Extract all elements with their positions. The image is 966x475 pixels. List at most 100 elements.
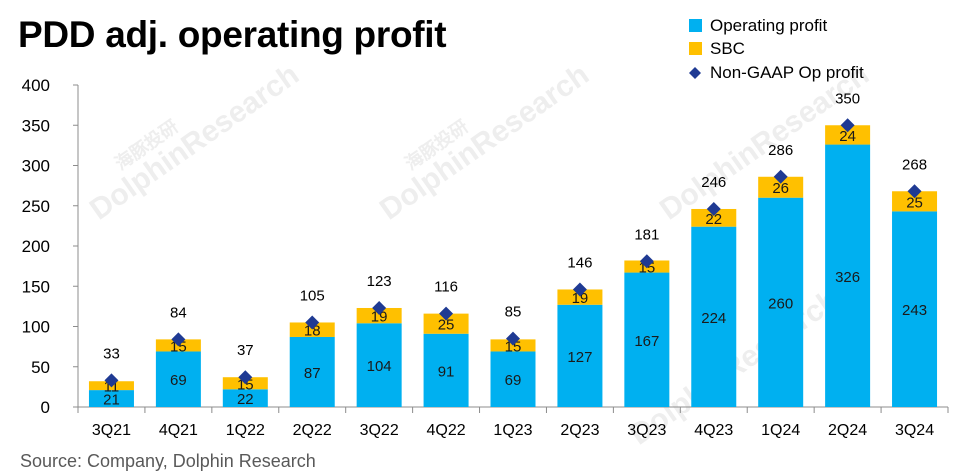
x-tick-label: 2Q24 — [828, 422, 867, 439]
bar-operating-profit — [356, 323, 402, 407]
source-note: Source: Company, Dolphin Research — [20, 451, 316, 471]
legend-label-non-gaap: Non-GAAP Op profit — [710, 63, 864, 82]
label-sbc: 25 — [438, 317, 455, 334]
watermark-brand: DolphinResearch — [84, 58, 305, 227]
x-tick-label: 3Q21 — [92, 422, 131, 439]
label-non-gaap: 286 — [768, 142, 793, 159]
x-tick-label: 4Q21 — [159, 422, 198, 439]
label-sbc: 26 — [772, 180, 789, 197]
y-tick-label: 250 — [22, 197, 50, 216]
label-non-gaap: 84 — [170, 304, 187, 321]
label-non-gaap: 350 — [835, 90, 860, 107]
bar-series — [88, 125, 938, 407]
x-tick-label: 4Q23 — [694, 422, 733, 439]
marker-non-gaap — [171, 332, 186, 347]
label-sbc: 22 — [705, 211, 722, 228]
label-operating-profit: 69 — [505, 372, 522, 389]
label-sbc: 19 — [572, 290, 589, 307]
marker-non-gaap — [907, 184, 922, 199]
label-operating-profit: 224 — [701, 310, 726, 327]
marker-series: 33 84 37 105 123 116 85 146 181 246 286 350 268 — [103, 90, 927, 388]
bar-operating-profit — [825, 144, 871, 407]
label-non-gaap: 85 — [505, 304, 522, 321]
label-operating-profit: 243 — [902, 302, 927, 319]
x-tick-label: 3Q23 — [627, 422, 666, 439]
label-sbc: 19 — [371, 309, 388, 326]
marker-non-gaap — [104, 373, 119, 388]
bar-sbc — [423, 313, 469, 334]
marker-non-gaap — [639, 254, 654, 269]
marker-non-gaap — [305, 315, 320, 330]
label-operating-profit: 91 — [438, 363, 455, 380]
y-axis: 0 50 100 150 200 250 300 350 400 — [22, 76, 79, 417]
x-tick-label: 2Q22 — [293, 422, 332, 439]
label-non-gaap: 123 — [367, 273, 392, 290]
label-non-gaap: 116 — [434, 279, 458, 296]
watermark-footer: LONGPORT — [847, 449, 944, 450]
bar-operating-profit — [222, 389, 268, 407]
bar-sbc — [356, 307, 402, 324]
label-operating-profit: 104 — [367, 358, 392, 375]
bar-operating-profit — [758, 197, 804, 407]
y-tick-label: 300 — [22, 157, 50, 176]
data-labels: 2111691522158718104199125691512719167152… — [103, 128, 927, 409]
bar-operating-profit — [289, 336, 335, 407]
legend-swatch-sbc — [689, 42, 702, 55]
label-non-gaap: 37 — [237, 342, 254, 359]
x-tick-label: 1Q22 — [226, 422, 265, 439]
label-operating-profit: 69 — [170, 372, 187, 389]
label-sbc: 15 — [237, 376, 254, 393]
y-tick-label: 350 — [22, 116, 50, 135]
y-tick-label: 100 — [22, 318, 50, 337]
bar-operating-profit — [691, 226, 737, 407]
label-non-gaap: 105 — [300, 287, 325, 304]
bar-operating-profit — [423, 333, 469, 407]
label-sbc: 15 — [170, 338, 187, 355]
bar-operating-profit — [892, 211, 938, 407]
bar-operating-profit — [155, 351, 201, 407]
legend-label-operating-profit: Operating profit — [710, 16, 827, 35]
label-sbc: 15 — [505, 338, 522, 355]
y-tick-label: 50 — [31, 358, 50, 377]
bar-sbc — [691, 208, 737, 227]
bar-operating-profit — [88, 390, 134, 407]
label-non-gaap: 246 — [701, 174, 726, 191]
marker-non-gaap — [238, 370, 253, 385]
label-operating-profit: 21 — [103, 392, 120, 409]
label-non-gaap: 268 — [902, 156, 927, 173]
marker-non-gaap — [840, 118, 855, 133]
x-tick-label: 1Q24 — [761, 422, 800, 439]
watermark-brand: DolphinResearch — [374, 58, 595, 227]
y-tick-label: 150 — [22, 277, 50, 296]
label-sbc: 18 — [304, 323, 321, 340]
x-tick-label: 1Q23 — [493, 422, 532, 439]
label-operating-profit: 167 — [634, 333, 659, 350]
label-operating-profit: 326 — [835, 269, 860, 286]
marker-non-gaap — [706, 201, 721, 216]
label-sbc: 25 — [906, 194, 923, 211]
marker-non-gaap — [439, 306, 454, 321]
marker-non-gaap — [506, 331, 520, 346]
bar-operating-profit — [624, 272, 670, 407]
chart-title: PDD adj. operating profit — [18, 14, 447, 55]
label-operating-profit: 127 — [567, 349, 592, 366]
x-tick-label: 3Q22 — [360, 422, 399, 439]
legend-label-sbc: SBC — [710, 39, 745, 58]
label-non-gaap: 146 — [567, 254, 592, 271]
label-operating-profit: 87 — [304, 365, 321, 382]
bar-operating-profit — [490, 351, 536, 407]
legend: Operating profit SBC Non-GAAP Op profit — [689, 16, 864, 82]
label-non-gaap: 181 — [634, 226, 659, 243]
legend-swatch-non-gaap — [689, 67, 701, 79]
marker-non-gaap — [572, 282, 587, 297]
bar-sbc — [825, 125, 871, 145]
y-tick-label: 0 — [41, 398, 50, 417]
bar-sbc — [289, 322, 335, 337]
x-tick-label: 4Q22 — [427, 422, 466, 439]
x-tick-label: 3Q24 — [895, 422, 934, 439]
marker-non-gaap — [773, 169, 788, 184]
bar-sbc — [557, 289, 603, 305]
label-non-gaap: 33 — [103, 345, 120, 362]
marker-non-gaap — [372, 300, 387, 315]
y-tick-label: 400 — [22, 76, 50, 95]
